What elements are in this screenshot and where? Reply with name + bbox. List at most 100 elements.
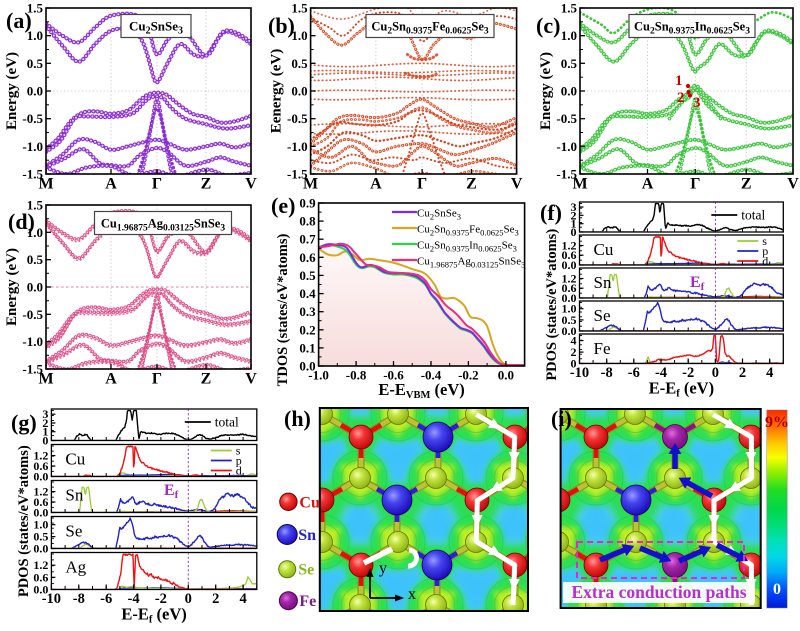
- svg-text:0.5: 0.5: [299, 268, 316, 283]
- svg-text:E-EVBM (eV): E-EVBM (eV): [378, 380, 464, 401]
- svg-text:(h): (h): [284, 406, 311, 431]
- svg-text:(c): (c): [536, 13, 560, 38]
- svg-text:0.5: 0.5: [27, 252, 44, 267]
- svg-text:Γ: Γ: [152, 371, 162, 388]
- svg-text:0.0: 0.0: [291, 84, 307, 99]
- svg-text:-1.5: -1.5: [22, 167, 43, 182]
- svg-text:0.0: 0.0: [562, 258, 577, 272]
- svg-text:(e): (e): [271, 193, 295, 218]
- svg-text:0.8: 0.8: [299, 214, 316, 229]
- svg-text:V: V: [511, 176, 523, 193]
- svg-text:Cu2Sn0.9375In0.0625Se3: Cu2Sn0.9375In0.0625Se3: [417, 240, 517, 254]
- svg-text:(d): (d): [8, 209, 35, 234]
- svg-text:2: 2: [42, 416, 48, 430]
- svg-text:total: total: [215, 415, 239, 430]
- svg-text:1.2: 1.2: [33, 449, 48, 463]
- svg-text:0: 0: [773, 581, 781, 598]
- svg-text:0.3: 0.3: [299, 304, 316, 319]
- svg-text:0.6: 0.6: [33, 495, 48, 509]
- svg-text:A: A: [105, 371, 117, 388]
- svg-text:Se: Se: [594, 306, 611, 325]
- svg-text:-1.0: -1.0: [287, 139, 308, 154]
- svg-text:0.0: 0.0: [33, 542, 48, 556]
- svg-text:-0.8: -0.8: [346, 368, 367, 383]
- svg-text:0.4: 0.4: [299, 286, 316, 301]
- svg-text:Se: Se: [298, 562, 314, 579]
- svg-text:0: 0: [571, 357, 577, 371]
- svg-text:-1.5: -1.5: [287, 167, 308, 182]
- svg-text:total: total: [741, 208, 765, 223]
- svg-text:-0.5: -0.5: [287, 111, 308, 126]
- svg-text:Z: Z: [466, 176, 477, 193]
- svg-text:(f): (f): [540, 200, 562, 225]
- svg-text:Sn: Sn: [298, 527, 316, 544]
- svg-text:-8: -8: [601, 365, 613, 381]
- svg-text:Extra conduction paths: Extra conduction paths: [571, 582, 746, 602]
- svg-text:1.2: 1.2: [33, 558, 48, 572]
- svg-text:-6: -6: [100, 591, 112, 607]
- svg-text:-1.5: -1.5: [22, 362, 43, 377]
- svg-text:0: 0: [185, 591, 192, 607]
- svg-text:(b): (b): [268, 13, 295, 38]
- svg-text:-4: -4: [655, 365, 667, 381]
- svg-text:-0.4: -0.4: [421, 368, 442, 383]
- svg-text:Cu: Cu: [65, 450, 85, 469]
- svg-text:s: s: [236, 444, 241, 458]
- svg-text:M: M: [303, 176, 318, 193]
- svg-text:2: 2: [677, 90, 685, 106]
- svg-text:p: p: [762, 244, 768, 258]
- svg-text:Γ: Γ: [417, 176, 427, 193]
- svg-text:0.6: 0.6: [562, 281, 577, 295]
- svg-text:E-Ef (eV): E-Ef (eV): [649, 379, 714, 400]
- svg-text:s: s: [762, 234, 767, 248]
- svg-text:Z: Z: [741, 176, 752, 193]
- svg-text:0.2: 0.2: [299, 322, 315, 337]
- svg-text:0.5: 0.5: [291, 56, 308, 71]
- svg-text:Cu2Sn0.9375Fe0.0625Se3: Cu2Sn0.9375Fe0.0625Se3: [417, 224, 519, 238]
- svg-text:M: M: [38, 371, 53, 388]
- svg-text:-1.0: -1.0: [22, 139, 43, 154]
- svg-text:E-Ef (eV): E-Ef (eV): [121, 605, 186, 626]
- svg-text:Cu2SnSe3: Cu2SnSe3: [129, 19, 183, 37]
- svg-text:0.0: 0.0: [27, 280, 43, 295]
- svg-text:1.2: 1.2: [562, 272, 577, 286]
- svg-text:-10: -10: [570, 365, 589, 381]
- svg-text:0: 0: [712, 365, 719, 381]
- svg-text:M: M: [572, 176, 587, 193]
- svg-text:0.9: 0.9: [299, 196, 316, 211]
- svg-text:0: 0: [571, 225, 577, 239]
- svg-text:1.5: 1.5: [27, 198, 44, 213]
- svg-text:0.0: 0.0: [561, 84, 577, 99]
- svg-text:Sn: Sn: [594, 273, 612, 292]
- svg-text:Ag: Ag: [65, 558, 86, 577]
- svg-text:0.5: 0.5: [33, 530, 48, 544]
- svg-text:4: 4: [571, 334, 577, 348]
- svg-text:1.0: 1.0: [33, 518, 48, 532]
- svg-text:-1.0: -1.0: [22, 334, 43, 349]
- svg-text:-4: -4: [128, 591, 140, 607]
- svg-text:0.0: 0.0: [27, 84, 43, 99]
- svg-text:Sn: Sn: [65, 486, 83, 505]
- svg-text:4: 4: [766, 365, 773, 381]
- svg-text:0.0: 0.0: [299, 359, 315, 374]
- svg-text:3: 3: [571, 200, 577, 214]
- svg-text:0.6: 0.6: [33, 570, 48, 584]
- svg-text:1.0: 1.0: [561, 28, 577, 43]
- svg-text:PDOS (states/eV*atoms): PDOS (states/eV*atoms): [544, 229, 560, 381]
- svg-text:2: 2: [571, 345, 577, 359]
- svg-text:3: 3: [693, 95, 701, 111]
- svg-text:M: M: [38, 176, 53, 193]
- svg-text:-10: -10: [42, 591, 61, 607]
- svg-text:-0.5: -0.5: [556, 111, 577, 126]
- svg-text:Γ: Γ: [690, 176, 700, 193]
- svg-text:-6: -6: [628, 365, 640, 381]
- svg-text:Se: Se: [65, 522, 82, 541]
- svg-text:0.6: 0.6: [33, 459, 48, 473]
- svg-text:9%: 9%: [765, 414, 789, 431]
- svg-text:0.0: 0.0: [33, 470, 48, 484]
- svg-text:1: 1: [42, 425, 48, 439]
- svg-text:-2: -2: [682, 365, 694, 381]
- svg-text:1.0: 1.0: [27, 28, 43, 43]
- svg-text:-8: -8: [73, 591, 85, 607]
- svg-text:y: y: [379, 560, 387, 577]
